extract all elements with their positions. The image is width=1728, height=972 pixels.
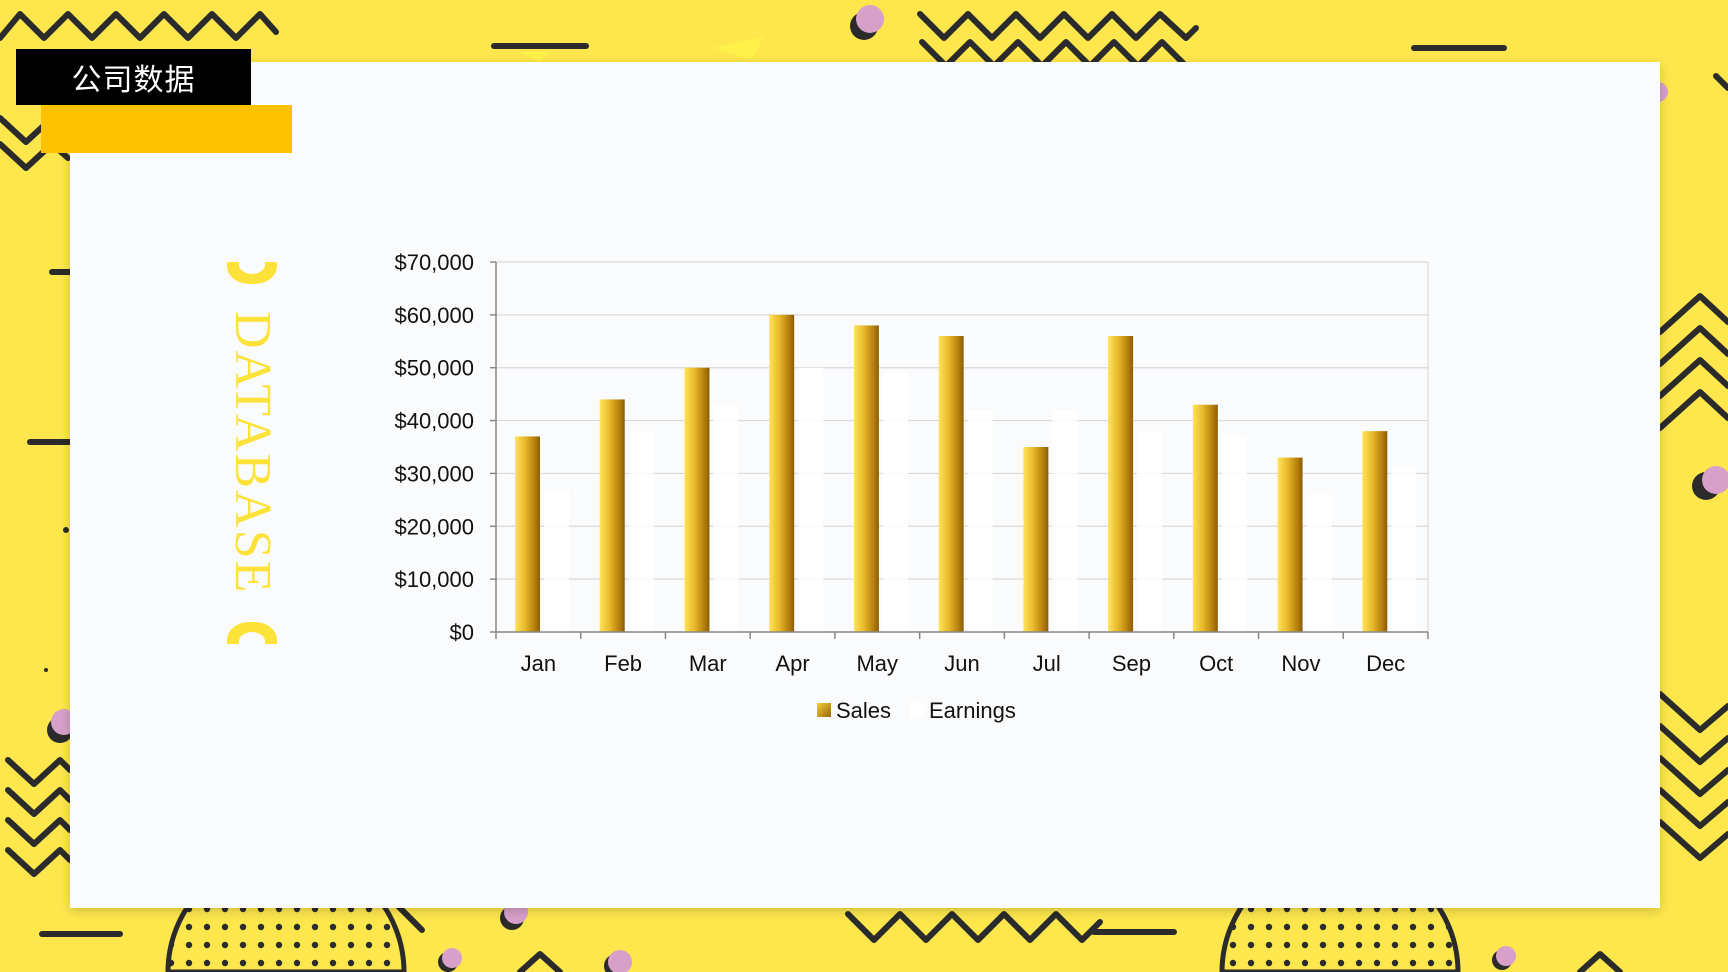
bar-sales — [853, 325, 879, 632]
bar-earnings — [1306, 494, 1332, 632]
x-tick-label: Jul — [1033, 651, 1061, 676]
x-tick-label: Oct — [1199, 651, 1233, 676]
bar-sales — [1192, 404, 1218, 632]
bar-earnings — [1052, 410, 1078, 632]
bar-sales — [1023, 447, 1049, 632]
title-accent-bar — [41, 105, 292, 153]
x-tick-label: Apr — [775, 651, 809, 676]
x-tick-label: Nov — [1281, 651, 1320, 676]
bar-earnings — [882, 373, 908, 632]
x-tick-label: Mar — [689, 651, 727, 676]
y-tick-label: $60,000 — [394, 303, 474, 328]
y-tick-label: $0 — [450, 620, 474, 645]
x-tick-label: May — [856, 651, 898, 676]
y-tick-label: $70,000 — [394, 250, 474, 275]
bar-earnings — [967, 410, 993, 632]
bar-earnings — [1391, 468, 1417, 632]
x-tick-label: Jun — [944, 651, 979, 676]
bracket-bottom-icon — [227, 622, 277, 644]
bar-earnings — [628, 431, 654, 632]
bar-sales — [938, 336, 964, 632]
x-tick-label: Feb — [604, 651, 642, 676]
y-tick-label: $50,000 — [394, 356, 474, 381]
legend-label-sales: Sales — [836, 698, 891, 723]
bar-sales — [1277, 457, 1303, 632]
bar-earnings — [1221, 436, 1247, 632]
y-tick-label: $20,000 — [394, 514, 474, 539]
y-tick-label: $10,000 — [394, 567, 474, 592]
x-tick-label: Jan — [521, 651, 556, 676]
legend-swatch-earnings — [910, 703, 924, 717]
legend-label-earnings: Earnings — [929, 698, 1016, 723]
bar-sales — [1108, 336, 1134, 632]
x-tick-label: Sep — [1112, 651, 1151, 676]
x-tick-label: Dec — [1366, 651, 1405, 676]
bar-earnings — [798, 367, 824, 632]
bar-earnings — [1137, 431, 1163, 632]
y-tick-label: $40,000 — [394, 409, 474, 434]
side-label: DATABASE — [217, 262, 287, 644]
bar-earnings — [544, 489, 569, 632]
bar-sales — [515, 436, 540, 632]
y-tick-label: $30,000 — [394, 461, 474, 486]
bar-sales — [1362, 431, 1388, 632]
legend-swatch-sales — [817, 703, 831, 717]
bracket-top-icon — [227, 262, 277, 284]
bar-sales — [684, 367, 710, 632]
bar-sales — [769, 314, 795, 632]
bar-earnings — [713, 404, 739, 632]
bar-sales — [599, 399, 625, 632]
side-label-text: DATABASE — [224, 311, 281, 595]
page-title: 公司数据 — [16, 49, 251, 105]
